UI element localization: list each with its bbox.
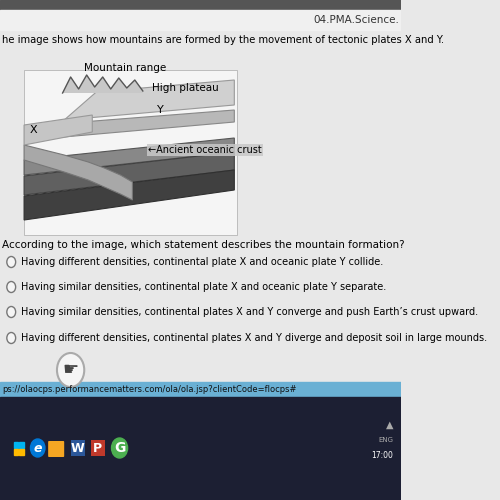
Polygon shape [24, 152, 234, 195]
Bar [20, 442, 24, 448]
Polygon shape [24, 170, 234, 220]
Bar [70, 440, 85, 456]
Text: G: G [114, 441, 126, 455]
Circle shape [7, 306, 16, 318]
Bar [0, 397, 401, 500]
Circle shape [7, 332, 16, 344]
Text: ▲: ▲ [386, 420, 393, 430]
Text: ←Ancient oceanic crust: ←Ancient oceanic crust [148, 145, 262, 155]
Polygon shape [64, 80, 234, 120]
Circle shape [30, 439, 45, 457]
Text: According to the image, which statement describes the mountain formation?: According to the image, which statement … [2, 240, 404, 250]
Circle shape [112, 438, 128, 458]
Polygon shape [24, 138, 234, 175]
Bar [14, 442, 18, 448]
Text: ENG: ENG [378, 437, 393, 443]
Bar [0, 10, 401, 30]
Text: W: W [71, 442, 85, 454]
Text: Having similar densities, continental plates X and Y converge and push Earth’s c: Having similar densities, continental pl… [21, 307, 478, 317]
Text: P: P [94, 442, 102, 454]
Text: Mountain range: Mountain range [84, 63, 166, 73]
Text: ps://olaocps.performancematters.com/ola/ola.jsp?clientCode=flocps#: ps://olaocps.performancematters.com/ola/… [2, 386, 297, 394]
Text: he image shows how mountains are formed by the movement of tectonic plates X and: he image shows how mountains are formed … [2, 35, 444, 45]
Text: e: e [34, 442, 42, 454]
Text: 17:00: 17:00 [372, 450, 393, 460]
Polygon shape [62, 75, 143, 93]
Text: ☛: ☛ [62, 361, 78, 379]
Circle shape [7, 282, 16, 292]
Polygon shape [24, 115, 92, 145]
Circle shape [57, 353, 84, 387]
Bar [90, 440, 105, 456]
Circle shape [7, 256, 16, 268]
Text: 04.PMA.Science.: 04.PMA.Science. [313, 15, 399, 25]
Bar [24, 70, 236, 235]
Text: Having similar densities, continental plate X and oceanic plate Y separate.: Having similar densities, continental pl… [21, 282, 386, 292]
Text: X: X [30, 125, 38, 135]
Polygon shape [24, 145, 132, 200]
Text: Having different densities, continental plate X and oceanic plate Y collide.: Having different densities, continental … [21, 257, 383, 267]
Bar [20, 449, 24, 455]
Polygon shape [52, 110, 234, 138]
Text: Y: Y [157, 105, 164, 115]
Bar [0, 0, 401, 10]
Bar [14, 449, 18, 455]
Text: High plateau: High plateau [152, 83, 219, 93]
Bar [0, 382, 401, 397]
Text: Having different densities, continental plates X and Y diverge and deposit soil : Having different densities, continental … [21, 333, 487, 343]
FancyBboxPatch shape [48, 441, 64, 457]
